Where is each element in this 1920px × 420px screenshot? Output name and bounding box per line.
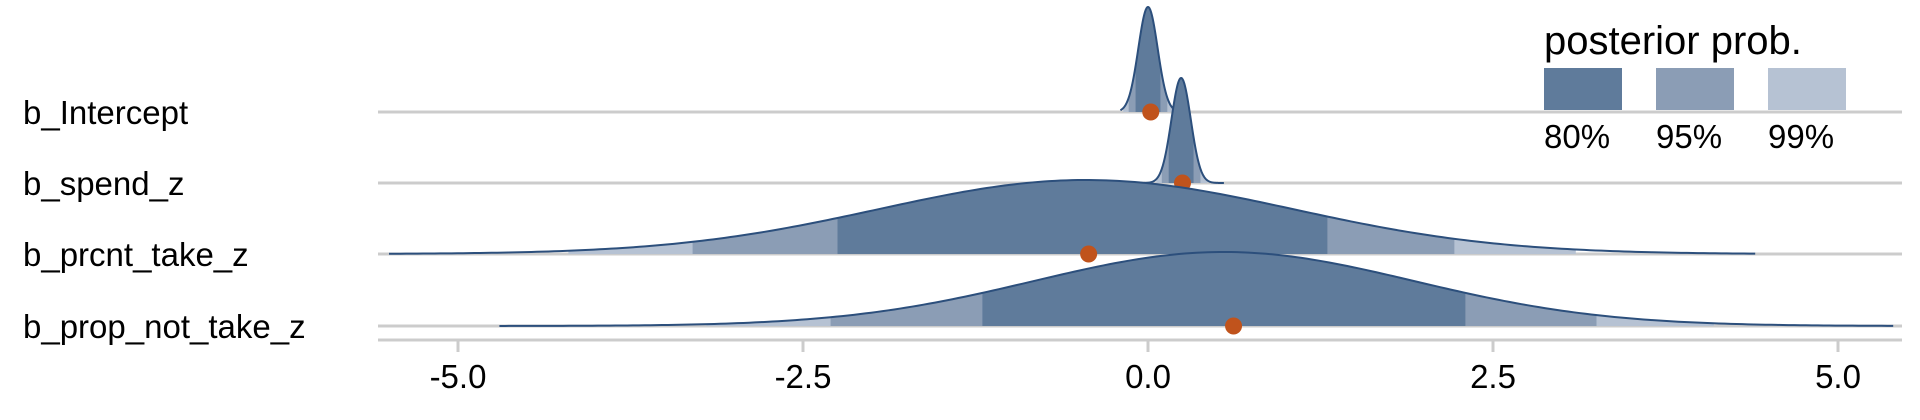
band-80 [1168, 78, 1194, 183]
density-outline [388, 179, 1756, 255]
ridge-b_prop_not_take_z [378, 250, 1902, 335]
ridge-b_prcnt_take_z [378, 179, 1902, 263]
x-tick-label: -2.5 [775, 358, 832, 395]
x-tick-label: 5.0 [1815, 358, 1861, 395]
y-label-b_prop_not_take_z: b_prop_not_take_z [23, 308, 306, 345]
legend: posterior prob. 80% 95% 99% [1544, 19, 1846, 155]
y-label-b_prcnt_take_z: b_prcnt_take_z [23, 236, 249, 273]
y-axis-labels: b_Intercept b_spend_z b_prcnt_take_z b_prop… [23, 94, 306, 345]
legend-title: posterior prob. [1544, 19, 1802, 63]
band-80 [837, 180, 1328, 254]
band-80 [982, 252, 1466, 326]
legend-swatch-99 [1768, 68, 1846, 110]
x-axis: -5.0 -2.5 0.0 2.5 5.0 [378, 338, 1902, 395]
legend-swatch-80 [1544, 68, 1622, 110]
density-outline [499, 250, 1894, 327]
legend-label: 99% [1768, 118, 1834, 155]
x-tick-label: -5.0 [430, 358, 487, 395]
legend-label: 95% [1656, 118, 1722, 155]
density-outline [1119, 5, 1177, 112]
point-estimate [1080, 245, 1098, 263]
point-estimate [1142, 103, 1160, 121]
legend-label: 80% [1544, 118, 1610, 155]
ridges-layer [378, 5, 1902, 335]
x-tick-label: 2.5 [1470, 358, 1516, 395]
ridge-b_Intercept [378, 5, 1902, 121]
point-estimate [1225, 317, 1243, 335]
x-tick-label: 0.0 [1125, 358, 1171, 395]
y-label-b_spend_z: b_spend_z [23, 165, 184, 202]
legend-swatch-95 [1656, 68, 1734, 110]
y-label-b_Intercept: b_Intercept [23, 94, 188, 131]
band-80 [1135, 7, 1161, 112]
